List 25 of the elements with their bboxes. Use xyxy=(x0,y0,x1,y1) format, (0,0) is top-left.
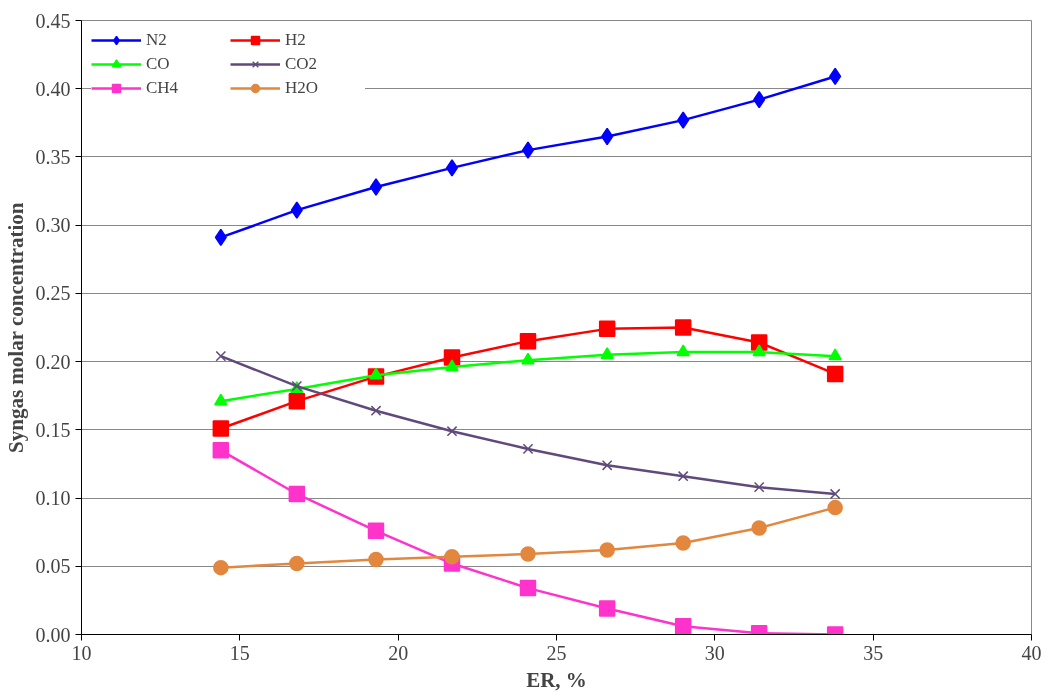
x-tick-label: 25 xyxy=(546,641,567,664)
y-tick-label: 0.20 xyxy=(35,350,71,373)
legend-label: CO2 xyxy=(285,54,319,74)
x-tick-label: 40 xyxy=(1021,641,1042,664)
y-tick-label: 0.30 xyxy=(35,214,71,237)
legend-label: N2 xyxy=(146,30,168,50)
y-tick-label: 0.00 xyxy=(35,623,71,646)
y-tick-label: 0.15 xyxy=(35,418,71,441)
y-tick-label: 0.05 xyxy=(35,555,71,578)
x-tick-label: 30 xyxy=(704,641,725,664)
x-tick-label: 15 xyxy=(229,641,250,664)
legend-label: H2 xyxy=(285,30,307,50)
y-tick-label: 0.45 xyxy=(35,9,71,32)
y-tick-label: 0.35 xyxy=(35,145,71,168)
x-tick-label: 20 xyxy=(388,641,409,664)
legend-label: H2O xyxy=(285,78,320,98)
y-tick-label: 0.25 xyxy=(35,282,71,305)
x-axis-title: ER, % xyxy=(526,667,587,692)
y-axis-title: Syngas molar concentration xyxy=(3,202,28,453)
x-tick-label: 10 xyxy=(71,641,92,664)
x-tick-label: 35 xyxy=(863,641,884,664)
y-tick-label: 0.10 xyxy=(35,487,71,510)
legend-label: CO xyxy=(146,54,171,74)
y-tick-label: 0.40 xyxy=(35,77,71,100)
legend-label: CH4 xyxy=(146,78,180,98)
